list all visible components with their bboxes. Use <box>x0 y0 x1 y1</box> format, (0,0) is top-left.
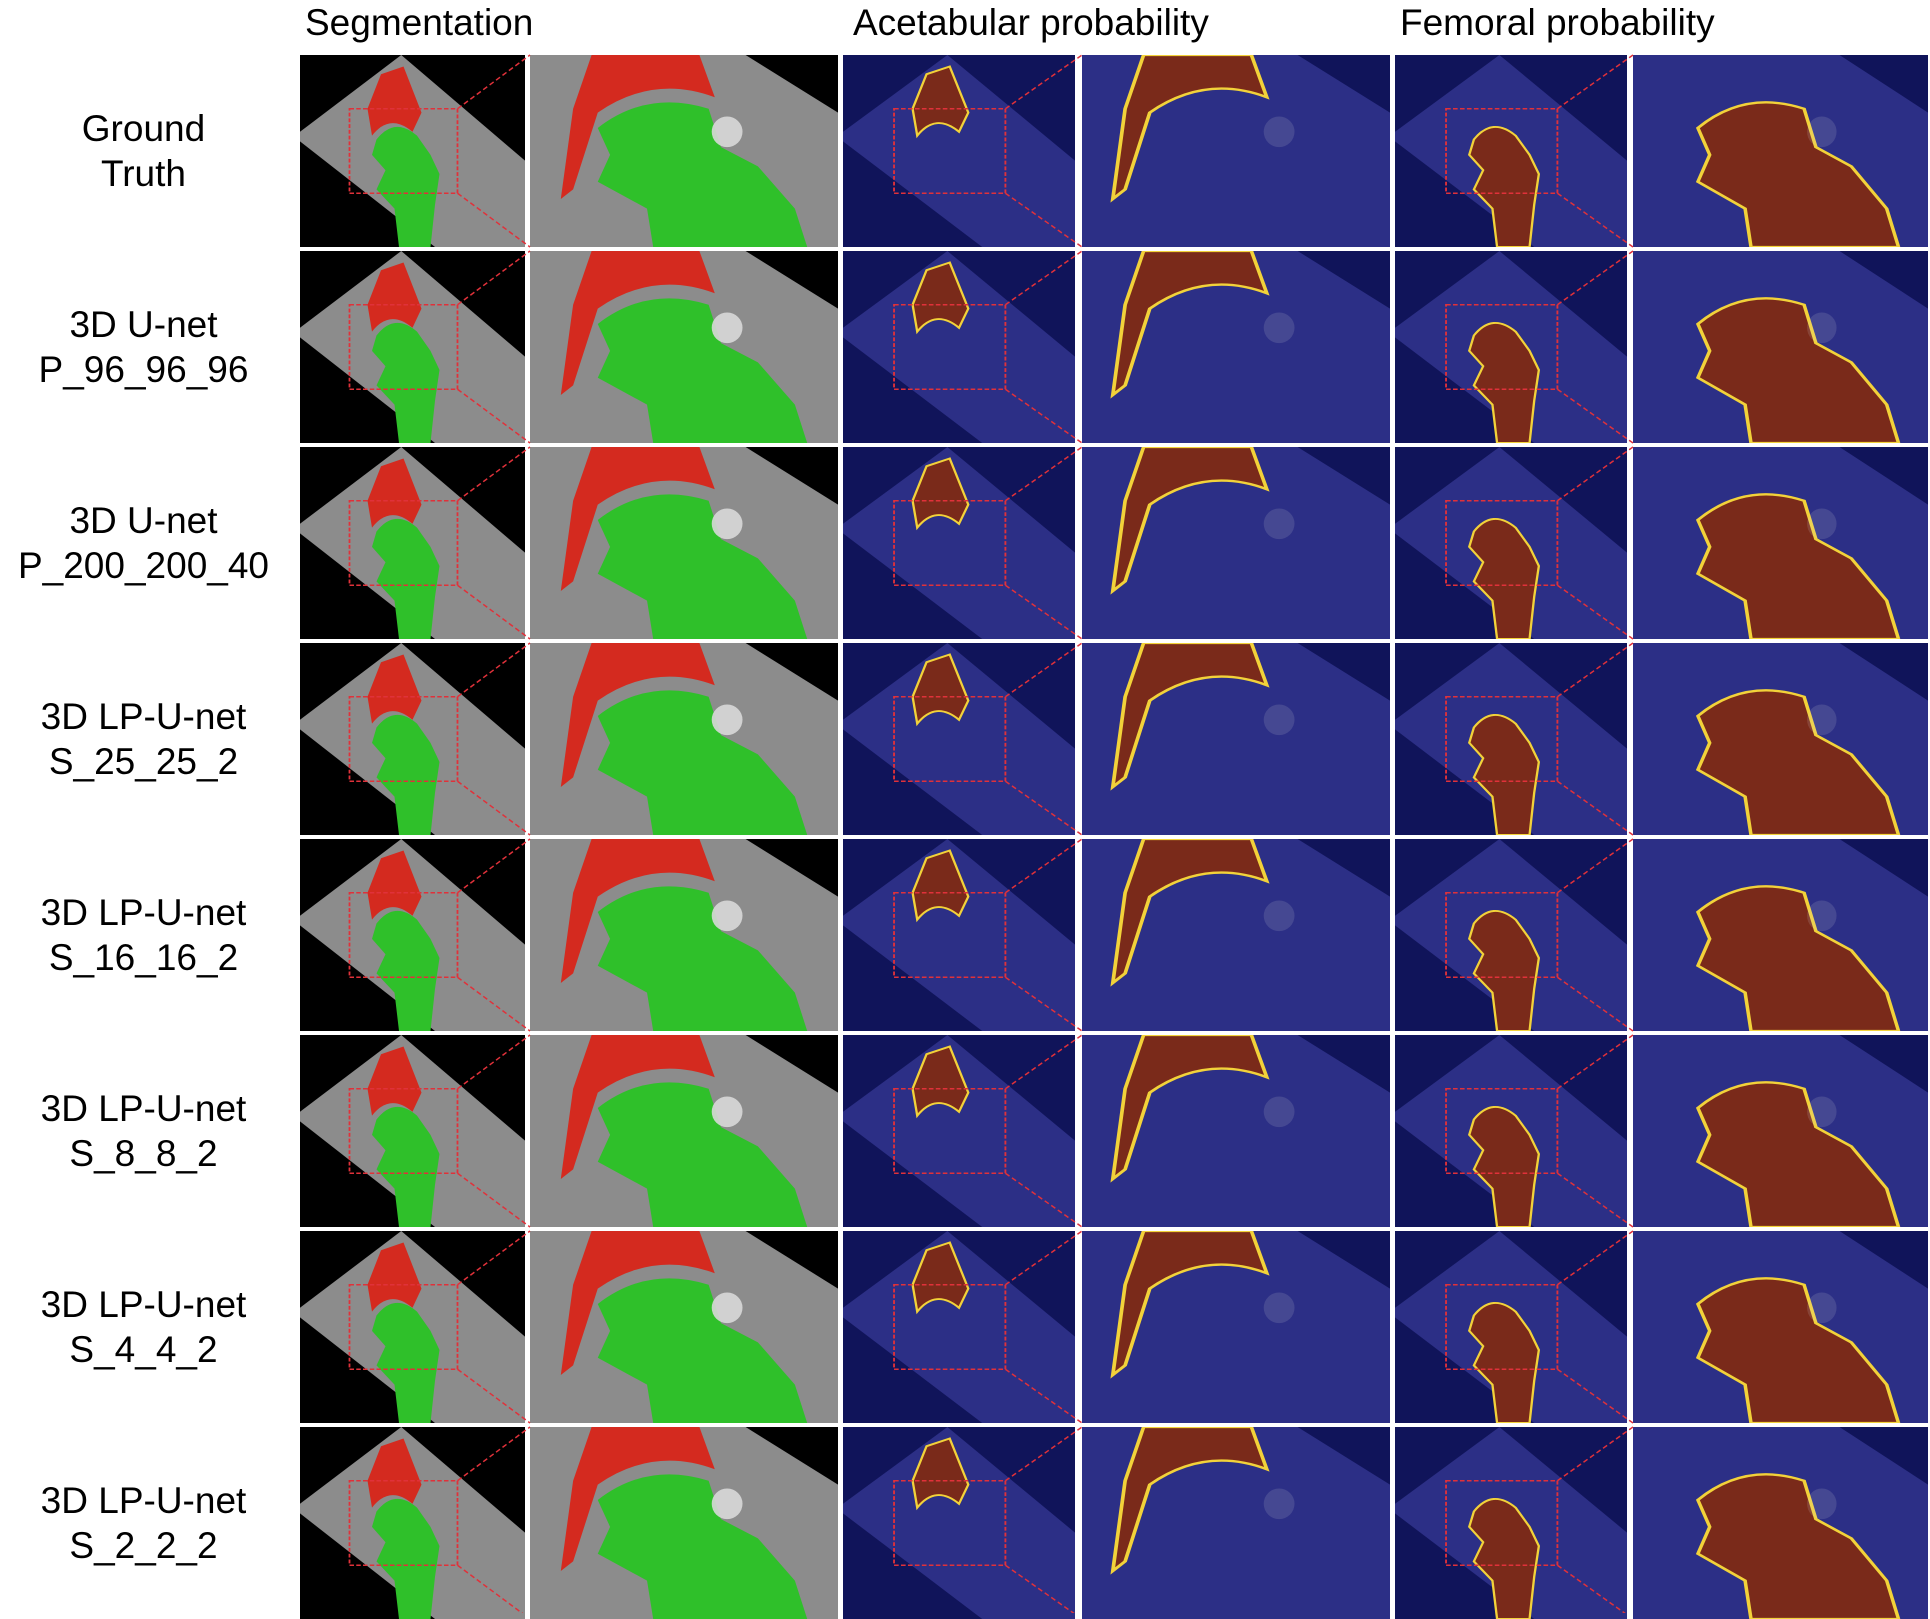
panel-acetabular-zoom <box>1082 643 1390 835</box>
panel-segmentation-zoom <box>530 1231 838 1423</box>
panel-segmentation <box>300 1231 525 1423</box>
panel-femoral <box>1395 447 1627 639</box>
row-label: 3D LP-U-net S_16_16_2 <box>0 890 287 980</box>
row-label-line1: 3D LP-U-net <box>40 892 247 933</box>
panel-femoral-zoom <box>1633 839 1928 1031</box>
row-label-line1: 3D LP-U-net <box>40 1088 247 1129</box>
panel-femoral <box>1395 1427 1627 1619</box>
panel-femoral-zoom <box>1633 1231 1928 1423</box>
panel-acetabular-zoom <box>1082 55 1390 247</box>
panel-femoral <box>1395 643 1627 835</box>
row-label-line1: 3D U-net <box>69 304 218 345</box>
panel-segmentation-zoom <box>530 1035 838 1227</box>
row-label: 3D LP-U-net S_2_2_2 <box>0 1478 287 1568</box>
panel-femoral-zoom <box>1633 55 1928 247</box>
panel-segmentation <box>300 55 525 247</box>
panel-femoral-zoom <box>1633 447 1928 639</box>
panel-femoral <box>1395 55 1627 247</box>
panel-acetabular <box>843 643 1075 835</box>
row-label-line1: Ground <box>81 108 206 149</box>
panel-acetabular-zoom <box>1082 251 1390 443</box>
row-label-line1: 3D LP-U-net <box>40 696 247 737</box>
panel-acetabular <box>843 251 1075 443</box>
panel-femoral <box>1395 251 1627 443</box>
row-label-line2: S_16_16_2 <box>48 937 239 978</box>
column-title-segmentation: Segmentation <box>305 2 534 43</box>
panel-acetabular <box>843 1427 1075 1619</box>
row-label: 3D U-net P_200_200_40 <box>0 498 287 588</box>
row-label: 3D LP-U-net S_25_25_2 <box>0 694 287 784</box>
row-label-line2: S_8_8_2 <box>69 1133 218 1174</box>
row-label-line2: S_4_4_2 <box>69 1329 218 1370</box>
panel-femoral-zoom <box>1633 251 1928 443</box>
row-label-line2: S_2_2_2 <box>69 1525 218 1566</box>
panel-segmentation <box>300 1427 525 1619</box>
row-label: 3D LP-U-net S_4_4_2 <box>0 1282 287 1372</box>
row-label: Ground Truth <box>0 106 287 196</box>
panel-segmentation <box>300 839 525 1031</box>
panel-segmentation-zoom <box>530 643 838 835</box>
panel-segmentation-zoom <box>530 251 838 443</box>
row-label-line2: Truth <box>101 153 186 194</box>
row-label-line2: P_200_200_40 <box>17 545 270 586</box>
panel-segmentation-zoom <box>530 447 838 639</box>
panel-acetabular <box>843 55 1075 247</box>
panel-acetabular-zoom <box>1082 447 1390 639</box>
row-label: 3D U-net P_96_96_96 <box>0 302 287 392</box>
row-label-line2: S_25_25_2 <box>48 741 239 782</box>
row-label-line1: 3D U-net <box>69 500 218 541</box>
row-label-line1: 3D LP-U-net <box>40 1480 247 1521</box>
panel-acetabular-zoom <box>1082 1231 1390 1423</box>
panel-acetabular-zoom <box>1082 1035 1390 1227</box>
panel-acetabular <box>843 1035 1075 1227</box>
panel-segmentation-zoom <box>530 55 838 247</box>
panel-acetabular <box>843 447 1075 639</box>
panel-femoral <box>1395 839 1627 1031</box>
panel-femoral-zoom <box>1633 1035 1928 1227</box>
panel-femoral <box>1395 1231 1627 1423</box>
column-title-femoral: Femoral probability <box>1400 2 1715 43</box>
panel-acetabular <box>843 1231 1075 1423</box>
panel-acetabular <box>843 839 1075 1031</box>
row-label-line1: 3D LP-U-net <box>40 1284 247 1325</box>
panel-femoral-zoom <box>1633 643 1928 835</box>
panel-segmentation <box>300 447 525 639</box>
panel-acetabular-zoom <box>1082 839 1390 1031</box>
panel-segmentation <box>300 251 525 443</box>
panel-femoral-zoom <box>1633 1427 1928 1619</box>
panel-acetabular-zoom <box>1082 1427 1390 1619</box>
panel-segmentation <box>300 643 525 835</box>
panel-segmentation-zoom <box>530 1427 838 1619</box>
panel-segmentation-zoom <box>530 839 838 1031</box>
row-label-line2: P_96_96_96 <box>38 349 249 390</box>
column-title-acetabular: Acetabular probability <box>853 2 1209 43</box>
panel-femoral <box>1395 1035 1627 1227</box>
panel-segmentation <box>300 1035 525 1227</box>
row-label: 3D LP-U-net S_8_8_2 <box>0 1086 287 1176</box>
